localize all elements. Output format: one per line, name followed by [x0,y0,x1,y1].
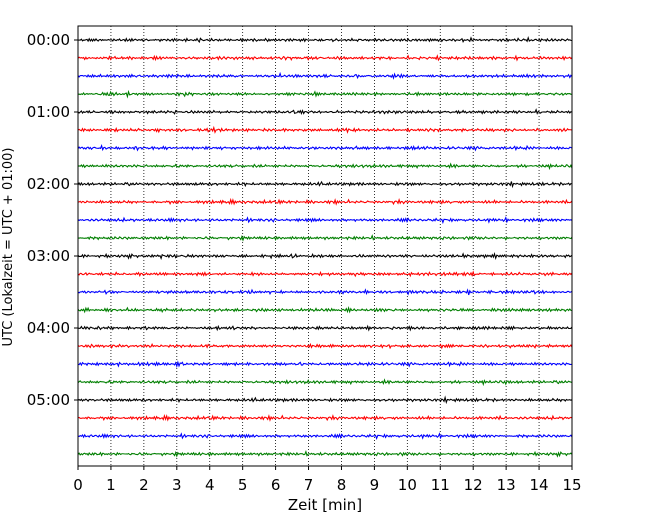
trace-03-30 [77,288,573,296]
x-axis-label: Zeit [min] [288,496,362,514]
trace-05-15 [77,413,573,422]
trace-03-15 [77,270,573,278]
y-axis-label: UTC (Lokalzeit = UTC + 01:00) [1,148,16,347]
trace-01-30 [77,144,573,152]
y-tick-label: 03:00 [27,247,70,265]
trace-03-45 [77,306,573,314]
x-tick-label: 4 [205,476,215,494]
x-tick-label: 12 [464,476,483,494]
x-tick-label: 8 [337,476,347,494]
y-tick-label: 02:00 [27,175,70,193]
x-tick-label: 0 [73,476,83,494]
y-tick-label: 04:00 [27,319,70,337]
trace-00-00 [77,35,573,44]
trace-05-45 [77,450,573,458]
trace-04-15 [77,342,573,350]
x-tick-label: 15 [562,476,581,494]
trace-02-00 [77,180,573,189]
seismic-traces [77,35,573,458]
trace-05-00 [77,395,573,405]
y-tick-label: 01:00 [27,103,70,121]
plot-frame [77,25,573,467]
trace-04-00 [77,324,573,332]
x-tick-label: 14 [530,476,549,494]
trace-02-30 [77,216,573,225]
trace-04-30 [77,360,573,369]
trace-02-15 [77,197,573,206]
trace-04-45 [77,378,573,387]
trace-05-30 [77,432,573,441]
trace-03-00 [77,251,573,261]
trace-00-15 [77,54,573,62]
x-tick-label: 1 [106,476,116,494]
grid-lines [110,26,540,466]
trace-02-45 [77,234,573,242]
x-axis-ticks: 0 1 2 3 4 5 6 7 8 9 10 11 12 13 14 15 [73,466,582,494]
x-tick-label: 7 [304,476,314,494]
trace-01-15 [77,125,573,134]
x-tick-label: 10 [398,476,417,494]
x-tick-label: 2 [139,476,149,494]
x-tick-label: 13 [497,476,516,494]
y-tick-label: 05:00 [27,391,70,409]
x-tick-label: 5 [238,476,248,494]
y-tick-label: 00:00 [27,31,70,49]
trace-00-30 [77,71,573,80]
x-tick-label: 11 [431,476,450,494]
trace-01-45 [77,162,573,171]
x-tick-label: 9 [370,476,380,494]
x-tick-label: 3 [172,476,182,494]
x-tick-label: 6 [271,476,281,494]
trace-01-00 [77,108,573,115]
trace-00-45 [77,89,573,99]
y-axis-ticks: 00:00 01:00 02:00 03:00 04:00 05:00 [27,31,78,409]
